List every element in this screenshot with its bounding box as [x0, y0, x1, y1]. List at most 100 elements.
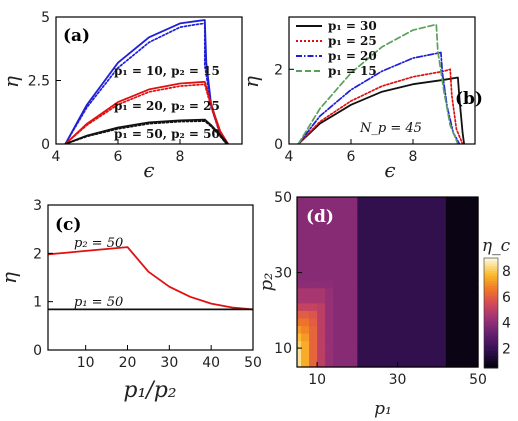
panel-b-series-2 [297, 68, 464, 144]
heatmap-cell [469, 317, 479, 327]
heatmap-cell [421, 257, 431, 266]
panel-c-frame [47, 204, 254, 351]
heatmap-cell [437, 325, 447, 334]
panel-c: 10 20 30 40 50 0 1 2 3 (c) p₂ = 50 p₁ = 50 p₁/p₂… [0, 198, 262, 403]
heatmap-cell [341, 302, 350, 311]
heatmap-cell [381, 295, 391, 304]
heatmap-cell [421, 234, 431, 243]
heatmap-cell [453, 280, 463, 289]
heatmap-cell [389, 295, 399, 304]
heatmap-cell [453, 317, 463, 327]
heatmap-cell [469, 242, 479, 251]
panel-c-xtick-label: 50 [244, 355, 262, 371]
heatmap-cell [421, 302, 431, 311]
heatmap-cell [453, 295, 463, 304]
heatmap-cell [325, 227, 334, 236]
heatmap-cell [365, 340, 375, 349]
heatmap-cell [301, 310, 310, 319]
colorbar-segment [484, 313, 498, 316]
heatmap-cell [421, 295, 431, 304]
heatmap-cell [349, 219, 358, 228]
heatmap-cell [333, 287, 342, 296]
heatmap-cell [437, 355, 447, 364]
heatmap-cell [421, 310, 431, 319]
heatmap-cell [297, 265, 302, 274]
heatmap-cell [373, 212, 383, 221]
heatmap-cell [297, 257, 302, 266]
heatmap-cell [297, 317, 302, 327]
heatmap-cell [381, 265, 391, 274]
heatmap-cell [421, 212, 431, 221]
heatmap-cell [365, 212, 375, 221]
heatmap-cell [413, 212, 423, 221]
heatmap-cell [357, 249, 366, 259]
heatmap-cell [365, 197, 375, 206]
heatmap-cell [341, 234, 350, 243]
heatmap-cell [397, 280, 407, 289]
heatmap-cell [373, 280, 383, 289]
heatmap-cell [333, 197, 342, 206]
heatmap-cell [421, 333, 431, 342]
heatmap-cell [301, 348, 310, 357]
heatmap-cell [317, 227, 326, 236]
heatmap-cell [405, 325, 415, 334]
heatmap-cell [333, 242, 342, 251]
heatmap-cell [453, 242, 463, 251]
colorbar: 2 4 6 8 [483, 257, 511, 369]
heatmap-cell [373, 340, 383, 349]
heatmap-cell [397, 355, 407, 364]
heatmap-cell [429, 212, 439, 221]
heatmap-cell [453, 325, 463, 334]
heatmap-cell [405, 212, 415, 221]
heatmap-cell [405, 340, 415, 349]
panel-a: 4 6 8 0 2.5 5 (a) p₁ = 10, p₂ = 15 p₁ = 20, p… [0, 10, 243, 182]
heatmap-cell [389, 272, 399, 281]
heatmap-cell [445, 287, 455, 296]
colorbar-segment [484, 308, 498, 311]
heatmap-cell [389, 302, 399, 311]
heatmap-cell [469, 265, 479, 274]
heatmap-cell [349, 363, 358, 368]
heatmap-cell [421, 317, 431, 327]
heatmap-cell [317, 310, 326, 319]
heatmap-cell [405, 272, 415, 281]
panel-a-annotation-2: p₁ = 20, p₂ = 25 [114, 99, 220, 113]
panel-c-ytick-label: 0 [33, 343, 42, 359]
panel-c-ytick-label: 3 [33, 198, 42, 214]
heatmap-cell [445, 242, 455, 251]
heatmap-cell [397, 295, 407, 304]
heatmap-cell [325, 272, 334, 281]
panel-d-ytick-label: 50 [274, 190, 292, 206]
heatmap-cell [413, 295, 423, 304]
heatmap-cell [429, 234, 439, 243]
heatmap-cell [309, 234, 318, 243]
heatmap-cell [389, 363, 399, 368]
heatmap-cell [373, 325, 383, 334]
heatmap-cell [461, 310, 471, 319]
heatmap-cell [461, 348, 471, 357]
colorbar-segment [484, 335, 498, 339]
heatmap-cell [365, 333, 375, 342]
heatmap-cell [461, 257, 471, 266]
heatmap-cell [445, 333, 455, 342]
heatmap-cell [333, 280, 342, 289]
heatmap-cell [349, 355, 358, 364]
heatmap-cell [357, 204, 366, 213]
heatmap-cell [341, 272, 350, 281]
heatmap-cell [429, 249, 439, 259]
heatmap-cell [297, 348, 302, 357]
panel-b-xtick-label: 4 [285, 149, 294, 165]
heatmap-cell [301, 340, 310, 349]
heatmap-cell [297, 272, 302, 281]
panel-b-ytick-label: 2 [274, 62, 283, 78]
heatmap-cell [389, 212, 399, 221]
heatmap-cell [397, 333, 407, 342]
heatmap-cell [469, 363, 479, 368]
heatmap-cell [325, 265, 334, 274]
heatmap-cell [365, 265, 375, 274]
heatmap-cell [397, 197, 407, 206]
heatmap-cell [405, 219, 415, 228]
heatmap-cell [437, 257, 447, 266]
heatmap-cell [437, 227, 447, 236]
